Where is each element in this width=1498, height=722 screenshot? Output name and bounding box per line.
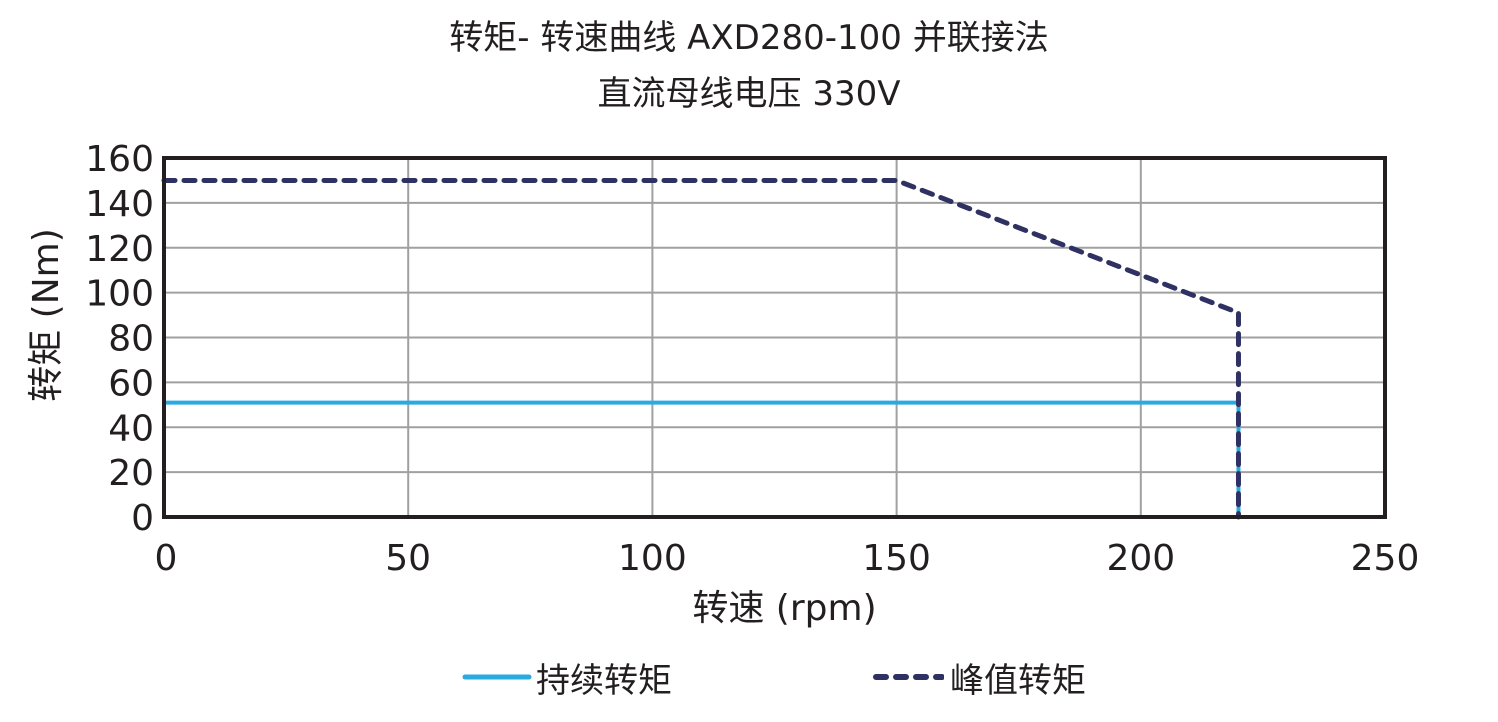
legend-label-peak: 峰值转矩	[950, 660, 1086, 701]
x-tick-label: 200	[1106, 538, 1175, 579]
chart-subtitle: 直流母线电压 330V	[597, 74, 901, 114]
y-tick-label: 60	[108, 363, 154, 404]
y-tick-label: 120	[85, 229, 154, 270]
plot-frame	[162, 156, 1387, 519]
solid-line-swatch-icon	[462, 674, 532, 680]
y-tick-label: 0	[131, 498, 154, 539]
chart-title: 转矩- 转速曲线 AXD280-100 并联接法	[449, 18, 1049, 58]
y-axis-label: 转矩 (Nm)	[26, 228, 67, 402]
y-tick-label: 100	[85, 274, 154, 315]
x-tick-label: 100	[618, 538, 687, 579]
x-tick-label: 250	[1351, 538, 1420, 579]
legend-item-continuous: 持续转矩	[462, 655, 672, 701]
legend-item-peak: 峰值转矩	[872, 655, 1086, 701]
y-tick-label: 160	[85, 139, 154, 180]
x-tick-label: 150	[862, 538, 931, 579]
x-tick-label: 0	[155, 538, 178, 579]
y-tick-label: 40	[108, 408, 154, 449]
x-axis-label: 转速 (rpm)	[692, 588, 876, 629]
x-tick-label: 50	[385, 538, 431, 579]
y-tick-label: 80	[108, 319, 154, 360]
series-line-continuous-torque	[164, 400, 1241, 517]
y-tick-label: 20	[108, 453, 154, 494]
dashed-line-swatch-icon	[873, 674, 944, 680]
legend-label-continuous: 持续转矩	[536, 660, 672, 701]
y-tick-label: 140	[85, 184, 154, 225]
series-line-peak-torque	[161, 177, 1241, 520]
